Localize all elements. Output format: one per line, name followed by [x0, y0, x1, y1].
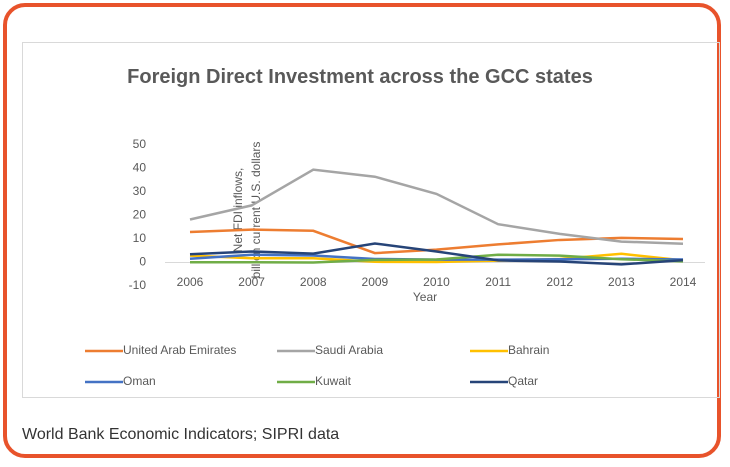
x-tick-label: 2007: [238, 275, 265, 289]
x-tick-label: 2012: [546, 275, 573, 289]
x-tick-label: 2008: [300, 275, 327, 289]
y-tick-label: -10: [129, 278, 147, 292]
x-tick-label: 2013: [608, 275, 635, 289]
x-tick-label: 2006: [177, 275, 204, 289]
y-tick-label: 40: [133, 161, 147, 175]
legend-label: Qatar: [508, 374, 538, 388]
caption: World Bank Economic Indicators; SIPRI da…: [22, 426, 340, 443]
y-tick-label: 0: [139, 255, 146, 269]
x-axis-label: Year: [413, 290, 437, 304]
legend-label: Saudi Arabia: [315, 343, 383, 357]
legend-label: Kuwait: [315, 374, 352, 388]
series-line: [189, 228, 684, 255]
series-line: [189, 168, 684, 245]
x-tick-label: 2010: [423, 275, 450, 289]
y-tick-label: 10: [133, 231, 147, 245]
series-line: [189, 242, 684, 266]
chart-title: Foreign Direct Investment across the GCC…: [127, 66, 593, 88]
chart-panel: [22, 42, 720, 398]
legend-label: United Arab Emirates: [123, 343, 236, 357]
legend-label: Oman: [123, 374, 156, 388]
legend-label: Bahrain: [508, 343, 549, 357]
series-line: [190, 253, 684, 264]
y-tick-label: 30: [133, 184, 147, 198]
series-line: [189, 252, 684, 264]
y-tick-label: 20: [133, 208, 147, 222]
x-tick-label: 2009: [362, 275, 389, 289]
x-tick-label: 2014: [670, 275, 697, 289]
y-tick-label: 50: [133, 137, 147, 151]
x-tick-label: 2011: [485, 275, 511, 289]
